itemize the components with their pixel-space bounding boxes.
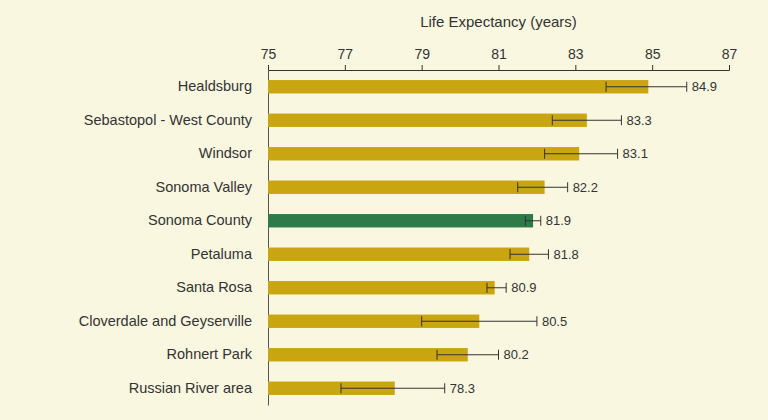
y-tick: Sonoma Valley	[156, 179, 268, 195]
plot: 75 77 79 81 83 85 87 Healdsburg Sebastopol - Wes…	[79, 46, 738, 406]
x-tick: 79	[414, 46, 430, 70]
category-label: Petaluma	[191, 246, 253, 262]
x-tick-mark	[729, 65, 730, 70]
x-tick: 85	[645, 46, 661, 70]
y-tick: Cloverdale and Geyserville	[79, 313, 268, 329]
category-label: Healdsburg	[178, 78, 252, 94]
category-label: Sebastopol - West County	[84, 112, 253, 128]
x-tick-label: 79	[414, 46, 430, 62]
x-tick-mark	[268, 65, 269, 70]
category-label: Cloverdale and Geyserville	[79, 313, 252, 329]
bar	[268, 181, 545, 194]
x-tick-label: 75	[261, 46, 277, 62]
data-label: 84.9	[692, 79, 717, 94]
data-labels: 84.9 83.3 83.1 82.2 81.9 81.8 80.9 80.5 80.2 78.3	[450, 79, 717, 396]
category-label: Russian River area	[129, 380, 253, 396]
category-label: Sonoma Valley	[156, 179, 253, 195]
x-tick: 81	[491, 46, 507, 70]
x-tick-mark	[652, 65, 653, 70]
y-tick: Rohnert Park	[167, 346, 268, 362]
marks	[268, 80, 687, 395]
data-label: 82.2	[573, 180, 598, 195]
error-bar	[487, 283, 506, 293]
error-bar	[552, 115, 621, 125]
x-tick-mark	[575, 65, 576, 70]
data-label: 81.8	[553, 247, 578, 262]
data-label: 83.3	[626, 113, 651, 128]
bar	[268, 248, 529, 261]
chart: 75 77 79 81 83 85 87 Healdsburg Sebastopol - Wes…	[0, 0, 768, 420]
error-bar	[341, 383, 445, 393]
error-bar	[525, 216, 540, 226]
error-bar	[422, 316, 537, 326]
error-bar	[606, 82, 687, 92]
x-axis: 75 77 79 81 83 85 87	[261, 46, 738, 71]
x-tick-label: 77	[338, 46, 354, 62]
x-tick-label: 87	[722, 46, 738, 62]
x-tick-label: 83	[568, 46, 584, 62]
bar	[268, 281, 495, 294]
x-tick-label: 85	[645, 46, 661, 62]
x-tick-mark	[422, 65, 423, 70]
bar	[268, 214, 533, 227]
y-tick: Healdsburg	[178, 78, 268, 94]
x-tick-mark	[499, 65, 500, 70]
y-tick: Russian River area	[129, 380, 268, 396]
y-tick: Petaluma	[191, 246, 268, 262]
y-tick: Santa Rosa	[176, 279, 268, 295]
y-tick: Windsor	[199, 145, 268, 161]
y-tick: Sonoma County	[148, 212, 268, 228]
error-bar	[437, 350, 498, 360]
data-label: 80.9	[511, 280, 536, 295]
x-tick: 77	[338, 46, 354, 70]
x-axis-title: Life Expectancy (years)	[420, 13, 577, 30]
x-tick-mark	[345, 65, 346, 70]
error-bar	[545, 149, 618, 159]
error-bar	[510, 249, 548, 259]
bar	[268, 114, 587, 127]
data-label: 80.2	[504, 347, 529, 362]
x-tick: 75	[261, 46, 277, 70]
y-axis: Healdsburg Sebastopol - West County Windso…	[79, 71, 269, 406]
category-label: Sonoma County	[148, 212, 253, 228]
data-label: 80.5	[542, 314, 567, 329]
error-bar	[518, 182, 568, 192]
data-label: 78.3	[450, 381, 475, 396]
x-axis-line	[269, 65, 730, 71]
data-label: 81.9	[546, 213, 571, 228]
x-tick: 87	[722, 46, 738, 70]
y-tick: Sebastopol - West County	[84, 112, 268, 128]
category-label: Santa Rosa	[176, 279, 253, 295]
bar	[268, 147, 579, 160]
data-label: 83.1	[623, 146, 648, 161]
x-tick-label: 81	[491, 46, 507, 62]
bar	[268, 80, 648, 93]
x-tick: 83	[568, 46, 584, 70]
category-label: Windsor	[199, 145, 252, 161]
category-label: Rohnert Park	[167, 346, 253, 362]
